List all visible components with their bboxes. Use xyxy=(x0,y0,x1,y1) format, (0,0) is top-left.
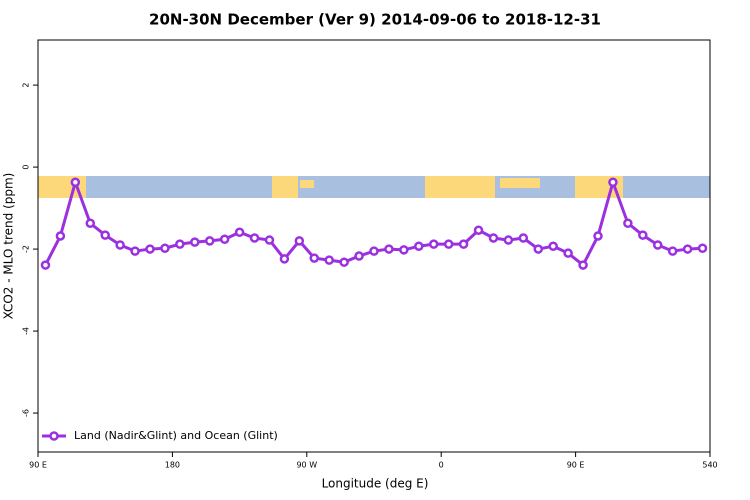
data-point xyxy=(115,240,125,250)
data-point xyxy=(100,230,110,240)
legend-marker xyxy=(49,431,59,441)
x-tick-label: 180 xyxy=(165,461,180,470)
data-point xyxy=(533,244,544,254)
y-tick-label: 2 xyxy=(22,83,31,88)
data-point xyxy=(697,243,708,254)
x-tick-label: 0 xyxy=(439,461,444,470)
y-tick-label: -2 xyxy=(22,245,31,253)
data-point xyxy=(428,239,439,249)
data-point xyxy=(608,177,618,188)
x-tick-label: 90 W xyxy=(296,461,317,470)
data-point xyxy=(593,231,603,241)
data-point xyxy=(652,240,663,250)
data-point xyxy=(339,257,349,267)
data-point xyxy=(294,236,305,246)
x-tick-label: 90 E xyxy=(29,461,47,470)
data-point xyxy=(518,233,529,243)
data-point xyxy=(682,244,693,254)
data-point xyxy=(85,218,96,228)
data-point xyxy=(399,245,409,255)
data-point xyxy=(638,230,648,240)
data-point xyxy=(578,260,588,270)
chart-title: 20N-30N December (Ver 9) 2014-09-06 to 2… xyxy=(149,11,601,29)
data-point xyxy=(204,236,215,246)
x-tick-label: 540 xyxy=(702,461,717,470)
data-point xyxy=(384,244,394,254)
plot-frame xyxy=(37,39,711,453)
data-point xyxy=(667,246,678,256)
y-tick-label: 0 xyxy=(22,165,31,170)
data-point xyxy=(145,244,155,254)
map-strip xyxy=(38,176,710,198)
data-point xyxy=(369,246,379,256)
data-point xyxy=(234,227,245,238)
data-point xyxy=(354,251,364,261)
data-point xyxy=(190,237,200,247)
data-point xyxy=(130,246,140,256)
data-point xyxy=(563,248,573,258)
y-axis-label: XCO2 - MLO trend (ppm) xyxy=(2,173,16,320)
data-point xyxy=(219,234,230,244)
data-point xyxy=(324,255,334,265)
data-point xyxy=(70,177,81,188)
data-point xyxy=(443,239,454,249)
data-point xyxy=(414,241,424,251)
x-axis-label: Longitude (deg E) xyxy=(322,477,429,491)
data-point xyxy=(249,233,260,243)
data-point xyxy=(309,253,320,263)
x-tick-label: 90 E xyxy=(567,461,585,470)
data-point xyxy=(548,241,558,251)
data-point xyxy=(488,233,499,243)
data-point xyxy=(458,239,469,249)
y-tick-label: -4 xyxy=(22,327,31,335)
data-point xyxy=(264,235,275,245)
data-point xyxy=(503,235,514,245)
y-tick-label: -6 xyxy=(22,409,31,417)
data-point xyxy=(55,231,66,241)
data-point xyxy=(473,225,484,235)
data-point xyxy=(160,243,170,254)
data-point xyxy=(175,239,185,249)
data-point xyxy=(623,218,633,228)
data-point xyxy=(279,254,290,264)
data-point xyxy=(40,260,51,270)
legend-label: Land (Nadir&Glint) and Ocean (Glint) xyxy=(74,429,278,442)
